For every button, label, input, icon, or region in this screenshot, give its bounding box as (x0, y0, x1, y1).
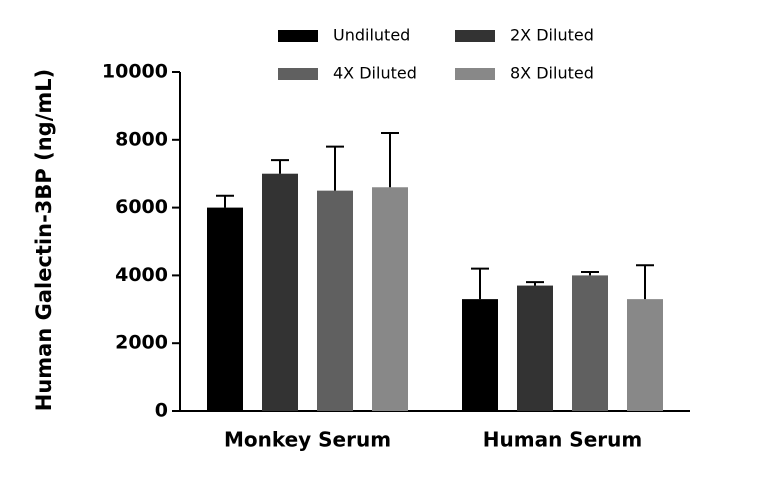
bar (572, 275, 608, 411)
legend-label: 4X Diluted (333, 64, 417, 83)
legend-label: Undiluted (333, 26, 410, 45)
y-tick-label: 4000 (115, 264, 168, 286)
error-bar (581, 271, 599, 276)
x-tick-label: Monkey Serum (224, 428, 391, 452)
legend-label: 8X Diluted (510, 64, 594, 83)
y-tick-label: 0 (155, 400, 168, 422)
legend-label: 2X Diluted (510, 26, 594, 45)
y-tick-label: 6000 (115, 196, 168, 218)
y-tick-label: 8000 (115, 128, 168, 150)
bar (462, 299, 498, 411)
error-bar (636, 264, 654, 300)
error-bar (216, 194, 234, 208)
bar (207, 207, 243, 411)
bar (372, 187, 408, 411)
x-tick-label: Human Serum (483, 428, 642, 452)
error-bar (526, 281, 544, 286)
legend-swatch (455, 68, 495, 80)
legend-swatch (278, 68, 318, 80)
legend-swatch (278, 30, 318, 42)
bar (262, 173, 298, 411)
error-bar (271, 159, 289, 174)
y-tick-label: 10000 (102, 61, 168, 83)
error-bar (326, 145, 344, 191)
bar (317, 190, 353, 411)
bar (517, 285, 553, 411)
y-axis-label: Human Galectin-3BP (ng/mL) (32, 69, 56, 411)
error-bar (381, 132, 399, 188)
error-bar (471, 267, 489, 300)
legend-swatch (455, 30, 495, 42)
bar (627, 299, 663, 411)
y-tick-label: 2000 (115, 332, 168, 354)
